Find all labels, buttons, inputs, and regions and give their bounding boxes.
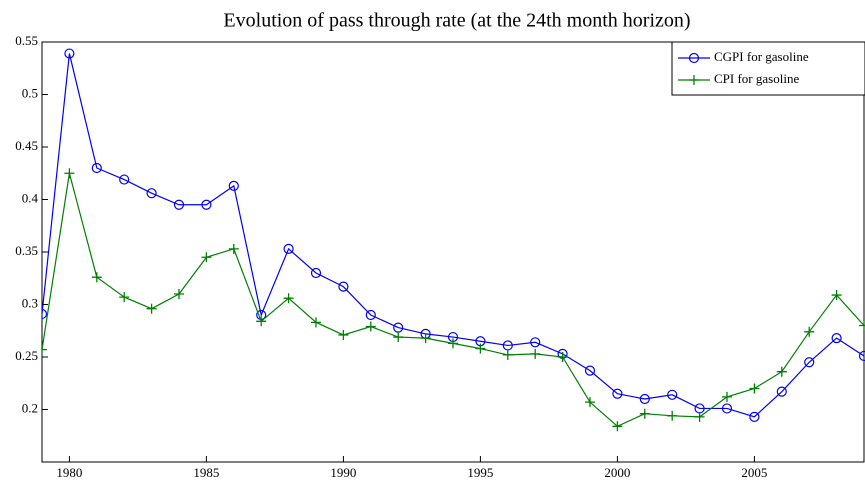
marker bbox=[639, 393, 650, 405]
series-line bbox=[42, 53, 865, 418]
y-tick-label: 0.2 bbox=[22, 400, 38, 415]
legend-label: CGPI for gasoline bbox=[714, 49, 809, 64]
y-tick-label: 0.3 bbox=[22, 295, 38, 310]
marker bbox=[146, 303, 157, 314]
marker bbox=[42, 308, 48, 320]
marker bbox=[448, 338, 458, 349]
y-tick-label: 0.35 bbox=[15, 243, 38, 258]
marker bbox=[64, 48, 75, 59]
marker bbox=[146, 188, 157, 199]
plot-frame bbox=[41, 41, 865, 463]
marker bbox=[804, 326, 815, 337]
marker bbox=[831, 333, 842, 344]
marker bbox=[283, 293, 294, 304]
marker bbox=[749, 383, 760, 394]
y-tick-label: 0.45 bbox=[15, 138, 38, 153]
legend-box bbox=[671, 41, 865, 96]
marker bbox=[804, 357, 815, 368]
marker bbox=[91, 162, 102, 174]
marker bbox=[584, 365, 596, 376]
marker bbox=[557, 352, 568, 362]
marker bbox=[776, 386, 787, 397]
marker bbox=[42, 344, 47, 355]
marker bbox=[228, 180, 239, 191]
marker bbox=[639, 408, 650, 419]
marker bbox=[502, 349, 513, 360]
marker bbox=[859, 320, 865, 331]
marker bbox=[612, 421, 623, 432]
legend-marker bbox=[688, 52, 700, 64]
plot-area bbox=[42, 48, 865, 432]
marker bbox=[201, 199, 212, 210]
marker bbox=[530, 348, 541, 359]
marker bbox=[721, 403, 733, 414]
marker bbox=[393, 332, 404, 343]
marker bbox=[694, 411, 705, 422]
marker bbox=[256, 316, 267, 327]
marker bbox=[420, 333, 431, 344]
marker bbox=[311, 317, 321, 328]
marker bbox=[338, 329, 349, 340]
series-line bbox=[42, 173, 865, 428]
marker bbox=[338, 281, 349, 292]
marker bbox=[91, 272, 102, 283]
y-tick-label: 0.55 bbox=[15, 33, 38, 48]
x-tick-label: 1990 bbox=[330, 465, 356, 480]
y-tick-label: 0.25 bbox=[15, 348, 38, 363]
y-tick-label: 0.4 bbox=[22, 190, 39, 205]
marker bbox=[530, 337, 541, 348]
marker bbox=[667, 389, 678, 400]
marker bbox=[228, 243, 239, 254]
x-tick-label: 2005 bbox=[741, 465, 767, 480]
legend-label: CPI for gasoline bbox=[714, 71, 799, 86]
marker bbox=[612, 388, 623, 399]
x-tick-label: 2000 bbox=[604, 465, 630, 480]
marker bbox=[64, 168, 75, 179]
x-tick-label: 1980 bbox=[56, 465, 82, 480]
chart-title: Evolution of pass through rate (at the 2… bbox=[223, 10, 690, 32]
marker bbox=[585, 397, 595, 408]
marker bbox=[722, 391, 732, 402]
marker bbox=[858, 350, 865, 362]
marker bbox=[174, 289, 184, 299]
x-tick-label: 1985 bbox=[193, 465, 219, 480]
marker bbox=[749, 411, 760, 422]
marker bbox=[119, 174, 130, 185]
marker bbox=[310, 267, 322, 279]
legend-marker bbox=[689, 75, 699, 85]
marker bbox=[365, 321, 376, 332]
marker bbox=[831, 290, 842, 301]
marker bbox=[475, 343, 486, 354]
marker bbox=[667, 410, 678, 421]
x-tick-label: 1995 bbox=[467, 465, 493, 480]
marker bbox=[119, 292, 130, 303]
marker bbox=[283, 243, 294, 254]
marker bbox=[365, 309, 376, 321]
marker bbox=[201, 252, 212, 263]
marker bbox=[173, 199, 185, 210]
marker bbox=[776, 366, 787, 377]
y-tick-label: 0.5 bbox=[22, 85, 38, 100]
